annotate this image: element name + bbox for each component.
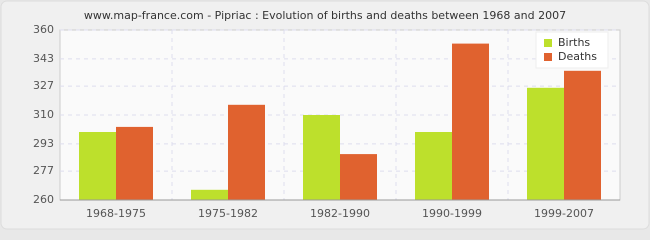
y-tick-label: 260	[33, 193, 54, 206]
bar	[527, 87, 564, 200]
y-tick-label: 360	[33, 23, 54, 36]
y-tick-label: 343	[33, 52, 54, 65]
x-tick-label: 1975-1982	[198, 207, 258, 220]
legend-box	[535, 31, 609, 69]
bar	[191, 189, 228, 200]
y-tick-label: 310	[33, 108, 54, 121]
bar	[452, 43, 489, 200]
legend-label: Deaths	[558, 50, 597, 63]
bar	[116, 126, 153, 200]
chart-title: www.map-france.com - Pipriac : Evolution…	[84, 9, 566, 22]
y-tick-label: 327	[33, 79, 54, 92]
bar	[564, 70, 601, 200]
legend-label: Births	[558, 36, 590, 49]
bar	[228, 104, 265, 200]
x-tick-label: 1982-1990	[310, 207, 370, 220]
x-tick-label: 1968-1975	[86, 207, 146, 220]
y-tick-label: 277	[33, 164, 54, 177]
bar	[303, 115, 340, 200]
chart: www.map-france.com - Pipriac : Evolution…	[0, 0, 650, 230]
legend-swatch	[544, 39, 552, 47]
legend-swatch	[544, 53, 552, 61]
y-tick-label: 293	[33, 137, 54, 150]
bar	[79, 132, 116, 200]
x-tick-label: 1990-1999	[422, 207, 482, 220]
x-tick-label: 1999-2007	[534, 207, 594, 220]
bar	[340, 154, 377, 200]
bar	[415, 132, 452, 200]
